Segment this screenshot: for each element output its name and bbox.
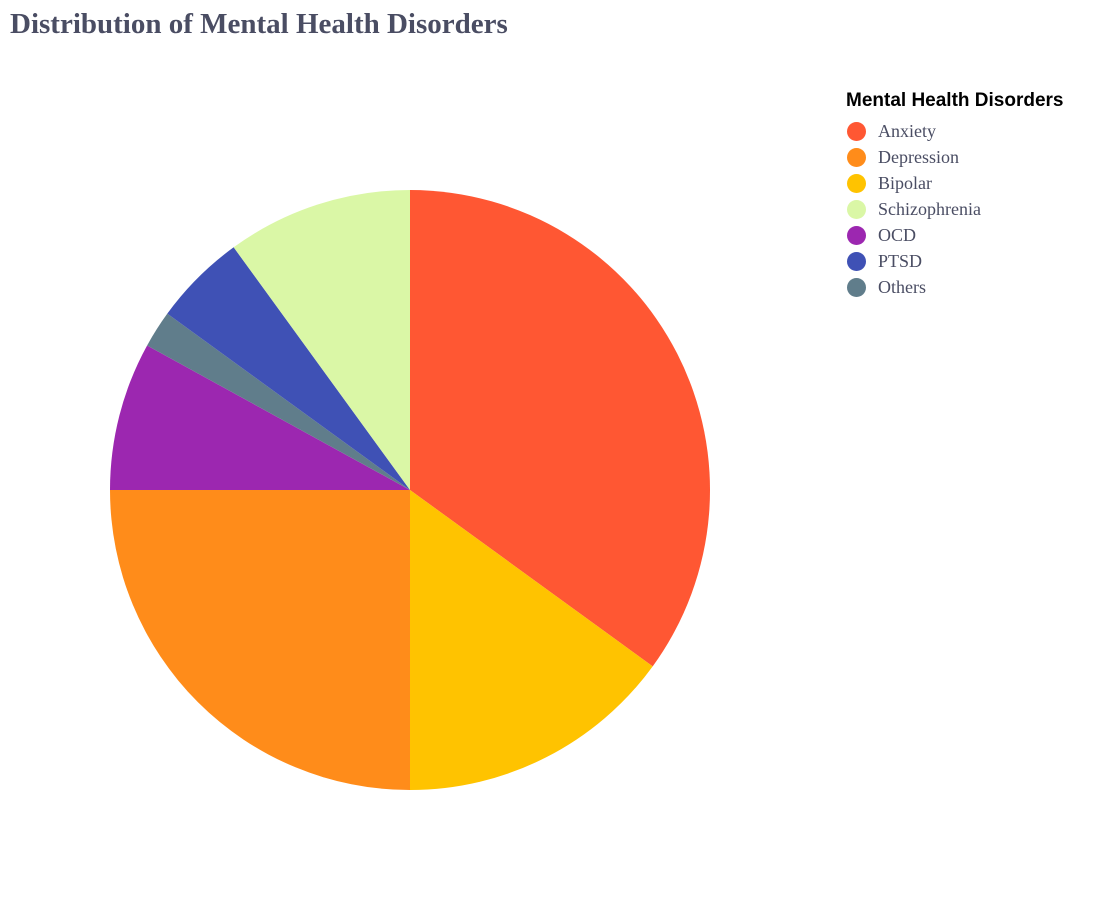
legend-label: Depression — [878, 146, 959, 167]
legend-swatch — [847, 199, 866, 219]
legend-swatch — [847, 277, 866, 297]
legend-label: Schizophrenia — [878, 198, 981, 219]
legend-swatch — [847, 121, 866, 141]
legend-label: OCD — [878, 224, 917, 245]
legend: Mental Health Disorders Anxiety Depressio… — [846, 90, 1064, 300]
pie-slice-depression[interactable] — [110, 490, 410, 790]
legend-swatch — [847, 225, 866, 245]
legend-label: Others — [878, 276, 926, 297]
legend-item-bipolar[interactable]: Bipolar — [846, 170, 1064, 196]
legend-label: Bipolar — [878, 172, 932, 193]
pie-slice-schizophrenia[interactable] — [233, 190, 410, 490]
chart-title: Distribution of Mental Health Disorders — [10, 8, 508, 40]
legend-swatch — [847, 173, 866, 193]
pie-slice-anxiety[interactable] — [410, 190, 711, 667]
legend-item-others[interactable]: Others — [846, 274, 1064, 300]
pie-slice-others[interactable] — [147, 313, 411, 490]
pie-slice-ptsd[interactable] — [167, 247, 410, 490]
legend-swatch — [847, 251, 866, 271]
legend-title: Mental Health Disorders — [846, 90, 1064, 111]
legend-item-depression[interactable]: Depression — [846, 144, 1064, 170]
legend-item-ocd[interactable]: OCD — [846, 222, 1064, 248]
pie-slice-ocd[interactable] — [110, 345, 410, 490]
pie-slices — [110, 190, 711, 790]
legend-label: Anxiety — [878, 120, 936, 141]
legend-items: Anxiety Depression Bipolar Schizophrenia OCD… — [846, 118, 1064, 300]
legend-item-schizophrenia[interactable]: Schizophrenia — [846, 196, 1064, 222]
legend-item-ptsd[interactable]: PTSD — [846, 248, 1064, 274]
pie-slice-bipolar[interactable] — [410, 490, 653, 790]
legend-label: PTSD — [878, 250, 923, 271]
legend-swatch — [847, 147, 866, 167]
legend-item-anxiety[interactable]: Anxiety — [846, 118, 1064, 144]
